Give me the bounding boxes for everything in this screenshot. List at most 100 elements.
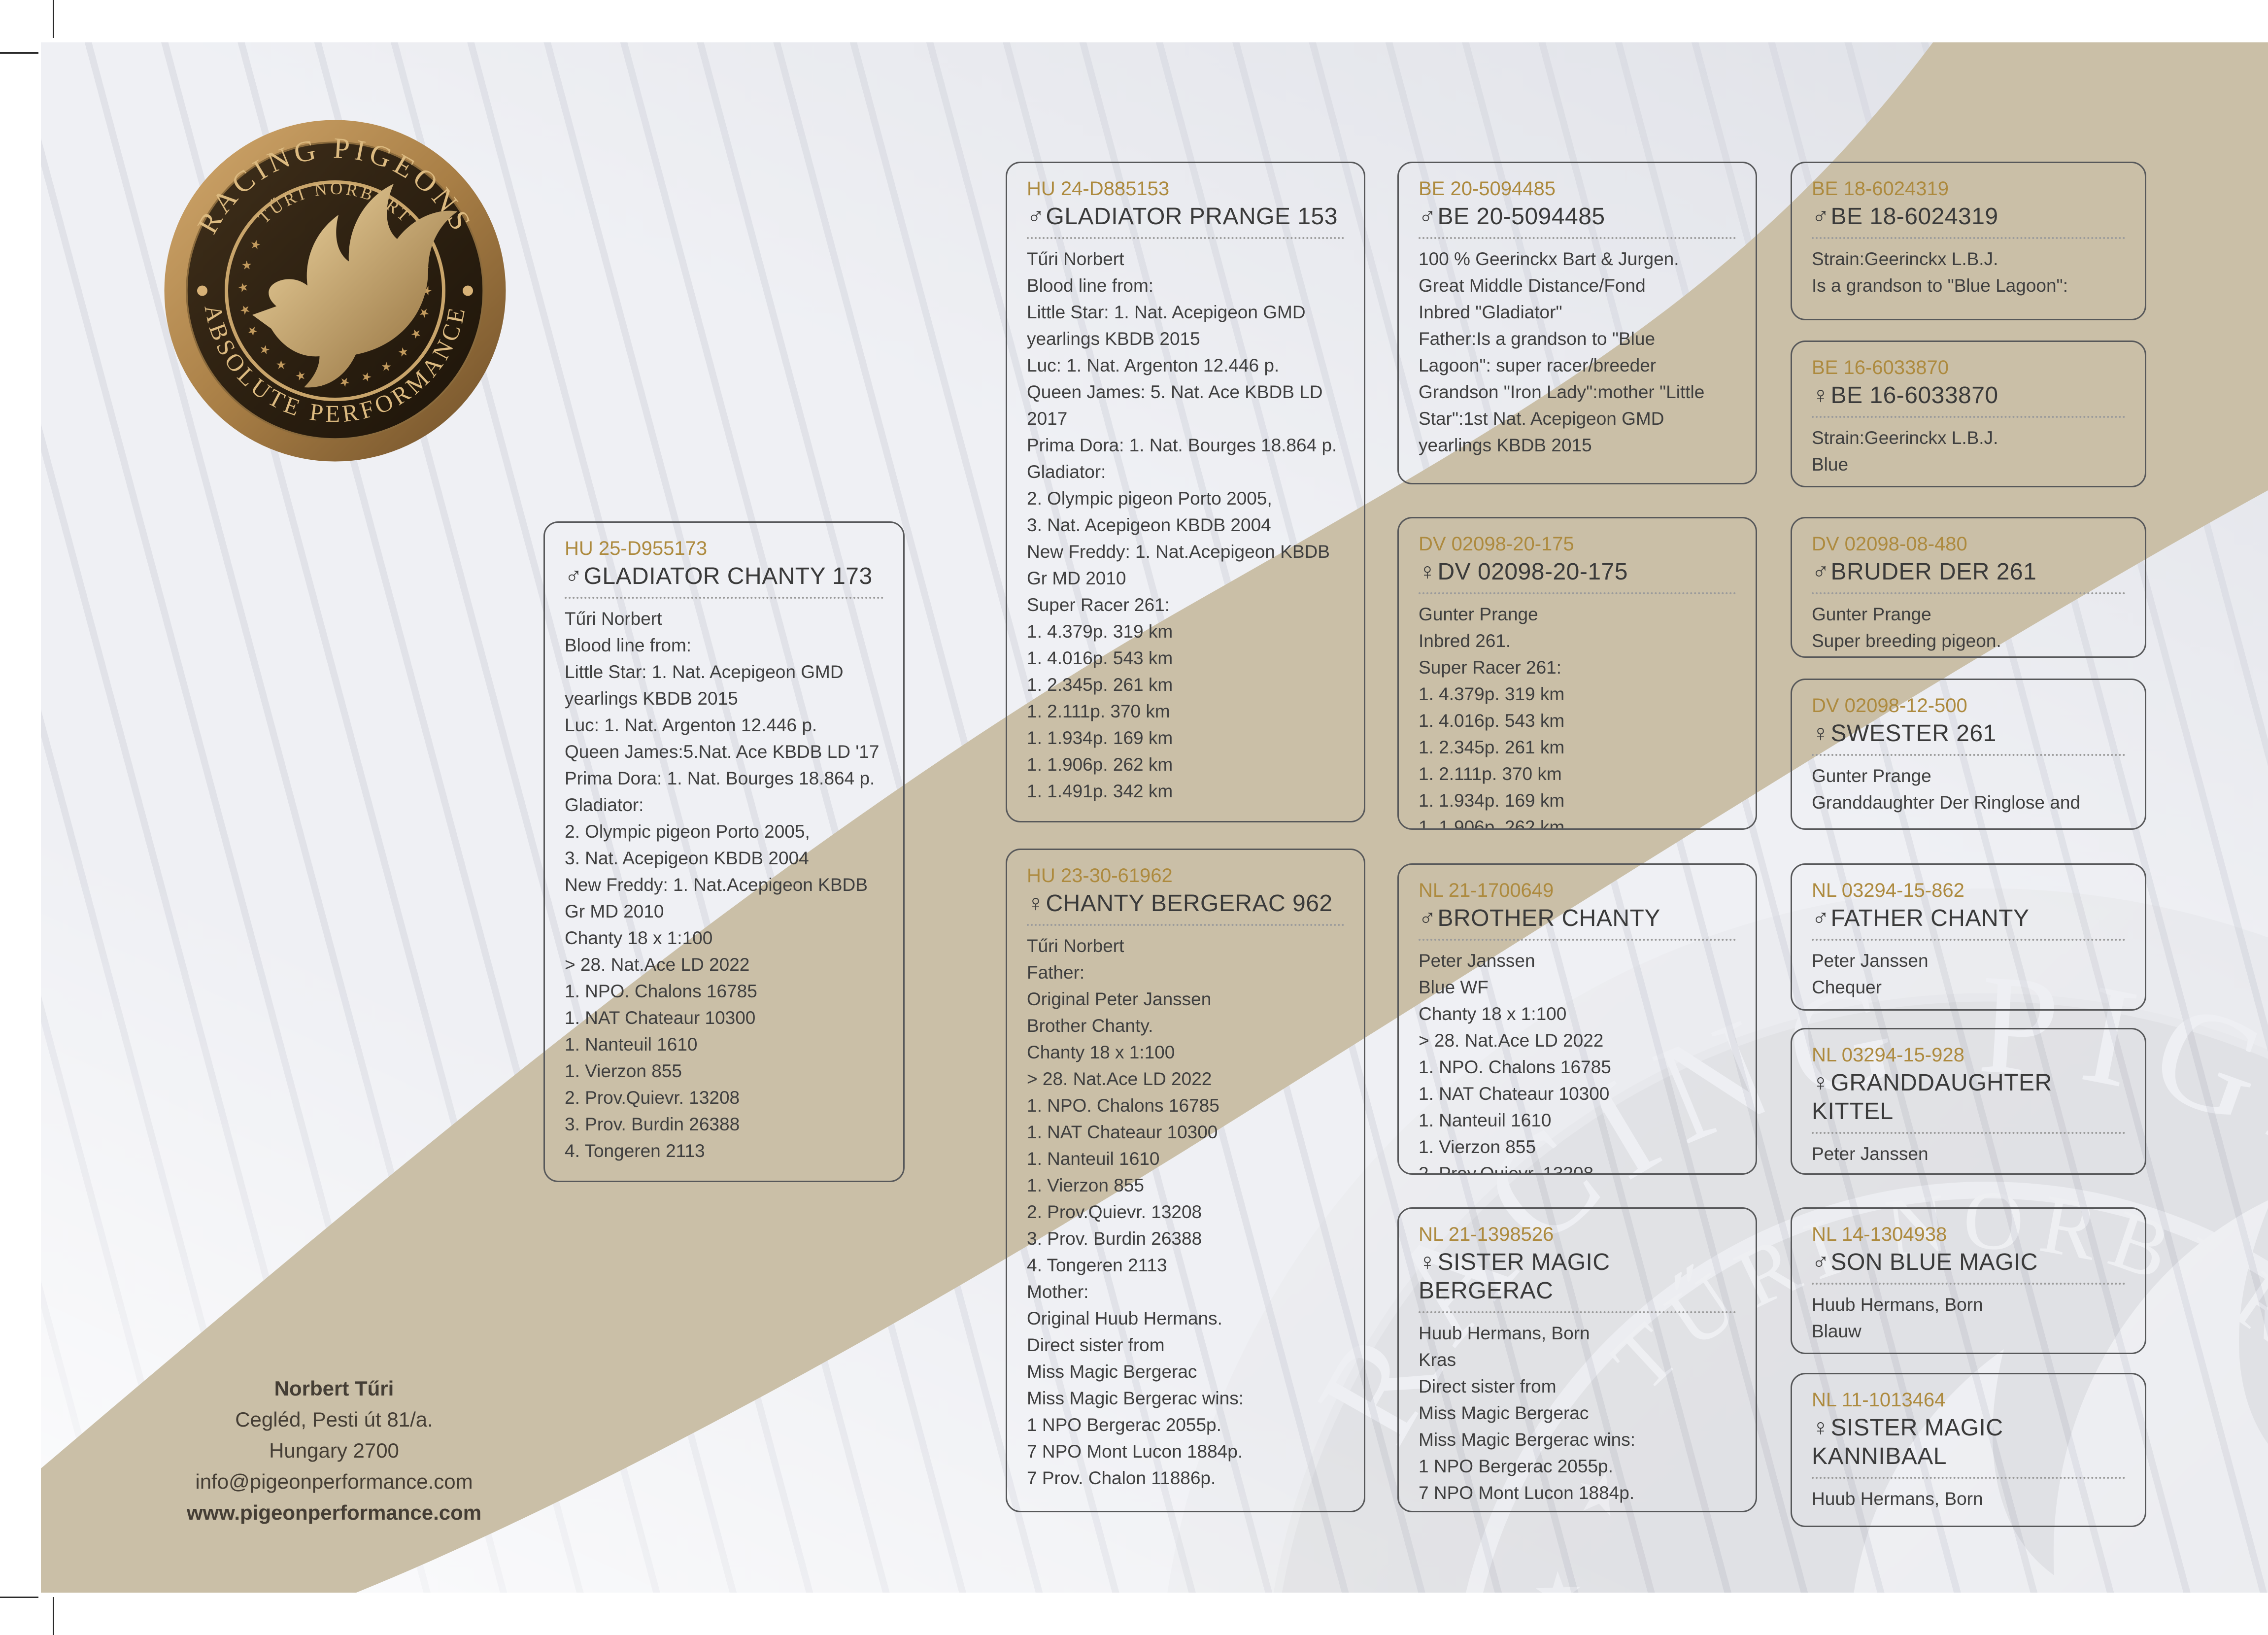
card-body: Huub Hermans, Born Blauw — [1812, 1294, 1983, 1341]
pigeon-name: ♂GLADIATOR PRANGE 153 — [1027, 203, 1344, 231]
ring-number: DV 02098-12-500 — [1812, 695, 1967, 716]
contact-address1: Cegléd, Pesti út 81/a. — [235, 1408, 433, 1431]
female-symbol: ♀ — [1812, 382, 1830, 409]
pigeon-name: ♀DV 02098-20-175 — [1419, 558, 1736, 586]
pigeon-name-text: SON BLUE MAGIC — [1830, 1249, 2038, 1275]
ring-number: NL 14-1304938 — [1812, 1224, 1947, 1245]
male-symbol: ♂ — [1812, 204, 1830, 230]
pigeon-name-text: SISTER MAGIC KANNIBAAL — [1812, 1415, 2003, 1469]
ring-number: BE 16-6033870 — [1812, 357, 1949, 378]
ring-number: HU 25-D955173 — [565, 538, 708, 559]
pedigree-card-greatgrandparent-2: BE 16-6033870 ♀BE 16-6033870 Strain:Geer… — [1791, 341, 2146, 487]
pigeon-name-text: FATHER CHANTY — [1830, 905, 2030, 931]
pigeon-name: ♂SON BLUE MAGIC — [1812, 1248, 2125, 1277]
pedigree-card-subject: HU 25-D955173 ♂GLADIATOR CHANTY 173 Tűri… — [543, 521, 905, 1182]
card-body: Peter Janssen Blue WF Chanty 18 x 1:100 … — [1419, 951, 1611, 1175]
pigeon-name: ♀SWESTER 261 — [1812, 719, 2125, 748]
ring-number: NL 03294-15-862 — [1812, 880, 1964, 901]
male-symbol: ♂ — [1419, 204, 1437, 230]
pedigree-card-greatgrandparent-5: NL 03294-15-862 ♂FATHER CHANTY Peter Jan… — [1791, 863, 2146, 1011]
diagonal-band — [41, 42, 2268, 1593]
male-symbol: ♂ — [1812, 559, 1830, 585]
divider — [1419, 939, 1736, 941]
card-body: Gunter Prange Super breeding pigeon. — [1812, 604, 2001, 651]
female-symbol: ♀ — [1419, 559, 1437, 585]
crop-mark-top-left-h — [0, 52, 38, 54]
divider — [1812, 939, 2125, 941]
card-body: 100 % Geerinckx Bart & Jurgen. Great Mid… — [1419, 249, 1705, 455]
pigeon-name-text: GLADIATOR CHANTY 173 — [583, 563, 873, 589]
pedigree-card-grandparent-4: NL 21-1398526 ♀SISTER MAGIC BERGERAC Huu… — [1397, 1207, 1757, 1512]
pedigree-card-greatgrandparent-1: BE 18-6024319 ♂BE 18-6024319 Strain:Geer… — [1791, 162, 2146, 320]
pedigree-card-greatgrandparent-6: NL 03294-15-928 ♀GRANDDAUGHTER KITTEL Pe… — [1791, 1028, 2146, 1175]
divider — [1812, 416, 2125, 418]
female-symbol: ♀ — [1812, 1070, 1830, 1096]
pigeon-name: ♀GRANDDAUGHTER KITTEL — [1812, 1069, 2125, 1126]
ring-number: NL 21-1700649 — [1419, 880, 1554, 901]
crop-mark-bottom-left-h — [0, 1597, 38, 1598]
ring-number: BE 18-6024319 — [1812, 178, 1949, 200]
ring-number: NL 11-1013464 — [1812, 1389, 1946, 1411]
ring-number: NL 21-1398526 — [1419, 1224, 1554, 1245]
pigeon-name: ♂FATHER CHANTY — [1812, 904, 2125, 933]
divider — [1027, 237, 1344, 239]
card-body: Tűri Norbert Blood line from: Little Sta… — [565, 609, 880, 1161]
contact-name: Norbert Tűri — [274, 1377, 394, 1400]
pedigree-card-grandparent-1: BE 20-5094485 ♂BE 20-5094485 100 % Geeri… — [1397, 162, 1757, 484]
female-symbol: ♀ — [1812, 720, 1830, 747]
crop-mark-bottom-left-v — [53, 1597, 54, 1635]
ring-number: NL 03294-15-928 — [1812, 1044, 1964, 1066]
card-body: Tűri Norbert Father: Original Peter Jans… — [1027, 936, 1244, 1488]
pedigree-card-greatgrandparent-3: DV 02098-08-480 ♂BRUDER DER 261 Gunter P… — [1791, 517, 2146, 658]
pigeon-name-text: GLADIATOR PRANGE 153 — [1046, 204, 1338, 230]
pigeon-name: ♀SISTER MAGIC BERGERAC — [1419, 1248, 1736, 1305]
divider — [1419, 237, 1736, 239]
divider — [1419, 592, 1736, 594]
divider — [1812, 1283, 2125, 1285]
pigeon-name-text: GRANDDAUGHTER KITTEL — [1812, 1070, 2052, 1124]
pigeon-name-text: DV 02098-20-175 — [1437, 559, 1628, 585]
pigeon-name: ♂BE 20-5094485 — [1419, 203, 1736, 231]
pigeon-name-text: SISTER MAGIC BERGERAC — [1419, 1249, 1610, 1304]
divider — [1812, 1132, 2125, 1134]
pigeon-name-text: BE 20-5094485 — [1437, 204, 1605, 230]
card-body: Gunter Prange Inbred 261. Super Racer 26… — [1419, 604, 1565, 830]
pigeon-name-text: CHANTY BERGERAC 962 — [1046, 890, 1333, 917]
crop-mark-top-left-v — [53, 0, 54, 38]
card-body: Strain:Geerinckx L.B.J. Blue — [1812, 428, 1998, 475]
pedigree-card-grandparent-2: DV 02098-20-175 ♀DV 02098-20-175 Gunter … — [1397, 517, 1757, 830]
pedigree-card-greatgrandparent-4: DV 02098-12-500 ♀SWESTER 261 Gunter Pran… — [1791, 679, 2146, 830]
divider — [1027, 924, 1344, 926]
female-symbol: ♀ — [1027, 890, 1045, 917]
racing-pigeons-logo — [163, 118, 508, 463]
pigeon-name-text: SWESTER 261 — [1830, 720, 1997, 747]
male-symbol: ♂ — [1419, 905, 1437, 931]
card-body: Huub Hermans, Born Kras Direct sister fr… — [1419, 1323, 1636, 1511]
card-body: Strain:Geerinckx L.B.J. Is a grandson to… — [1812, 249, 2068, 296]
contact-website: www.pigeonperformance.com — [186, 1501, 482, 1524]
contact-block: Norbert Tűri Cegléd, Pesti út 81/a. Hung… — [63, 1373, 605, 1528]
contact-email: info@pigeonperformance.com — [195, 1470, 473, 1493]
pigeon-name: ♂BRUDER DER 261 — [1812, 558, 2125, 586]
male-symbol: ♂ — [1812, 905, 1830, 931]
male-symbol: ♂ — [1027, 204, 1045, 230]
card-body: Peter Janssen Chequer — [1812, 951, 1929, 997]
document-canvas: RACING PIGEONS TŰRI NORBERT ABSOLUTE PER… — [41, 42, 2268, 1593]
pedigree-card-greatgrandparent-8: NL 11-1013464 ♀SISTER MAGIC KANNIBAAL Hu… — [1791, 1373, 2146, 1527]
ring-number: DV 02098-08-480 — [1812, 533, 1967, 555]
pigeon-name: ♂BROTHER CHANTY — [1419, 904, 1736, 933]
pigeon-name-text: BROTHER CHANTY — [1437, 905, 1660, 931]
ring-number: BE 20-5094485 — [1419, 178, 1556, 200]
male-symbol: ♂ — [1812, 1249, 1830, 1275]
pigeon-name: ♂GLADIATOR CHANTY 173 — [565, 562, 883, 591]
pedigree-card-mother: HU 23-30-61962 ♀CHANTY BERGERAC 962 Tűri… — [1006, 849, 1365, 1512]
pigeon-name: ♀CHANTY BERGERAC 962 — [1027, 889, 1344, 918]
divider — [1812, 754, 2125, 756]
contact-address2: Hungary 2700 — [269, 1439, 399, 1462]
pigeon-name: ♀SISTER MAGIC KANNIBAAL — [1812, 1414, 2125, 1471]
pigeon-name: ♂BE 18-6024319 — [1812, 203, 2125, 231]
card-body: Huub Hermans, Born — [1812, 1489, 1983, 1509]
divider — [1812, 592, 2125, 594]
pedigree-card-greatgrandparent-7: NL 14-1304938 ♂SON BLUE MAGIC Huub Herma… — [1791, 1207, 2146, 1354]
